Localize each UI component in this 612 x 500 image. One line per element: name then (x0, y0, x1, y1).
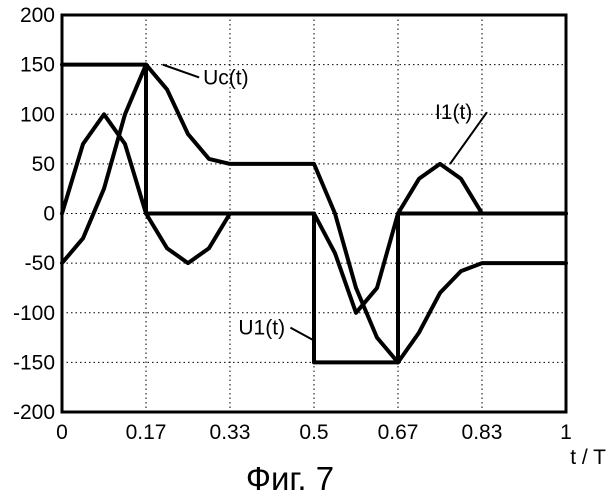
x-tick-label: 0.17 (126, 421, 167, 444)
annotation-i1-t: I1(t) (435, 101, 472, 124)
y-tick-label: -150 (13, 351, 55, 374)
tick-labels: 0 0.17 0.33 0.5 0.67 0.83 1 200 150 100 50 0 -50 -100… (13, 4, 572, 444)
x-tick-label: 0 (56, 421, 68, 444)
x-tick-label: 0.67 (378, 421, 419, 444)
x-axis-label: t / T (570, 446, 606, 469)
annotation-uc-t: Uc(t) (203, 66, 249, 89)
annotation-leader-u1-t (290, 328, 314, 341)
y-tick-label: -200 (13, 401, 55, 424)
x-tick-label: 0.83 (462, 421, 503, 444)
annotation-leader-uc-t (163, 65, 199, 78)
figure-caption: Фиг. 7 (246, 460, 334, 497)
x-tick-label: 0.5 (299, 421, 328, 444)
y-tick-label: 150 (20, 54, 55, 77)
y-tick-label: 100 (20, 103, 55, 126)
y-tick-label: -50 (25, 252, 55, 275)
x-tick-label: 0.33 (210, 421, 251, 444)
series-group (62, 65, 566, 363)
annotation-u1-t: U1(t) (238, 317, 285, 340)
y-tick-label: 200 (20, 4, 55, 27)
series-line-u1-t (62, 65, 566, 363)
y-tick-label: 0 (43, 203, 55, 226)
x-tick-label: 1 (560, 421, 572, 444)
y-tick-label: 50 (32, 153, 55, 176)
y-tick-label: -100 (13, 302, 55, 325)
